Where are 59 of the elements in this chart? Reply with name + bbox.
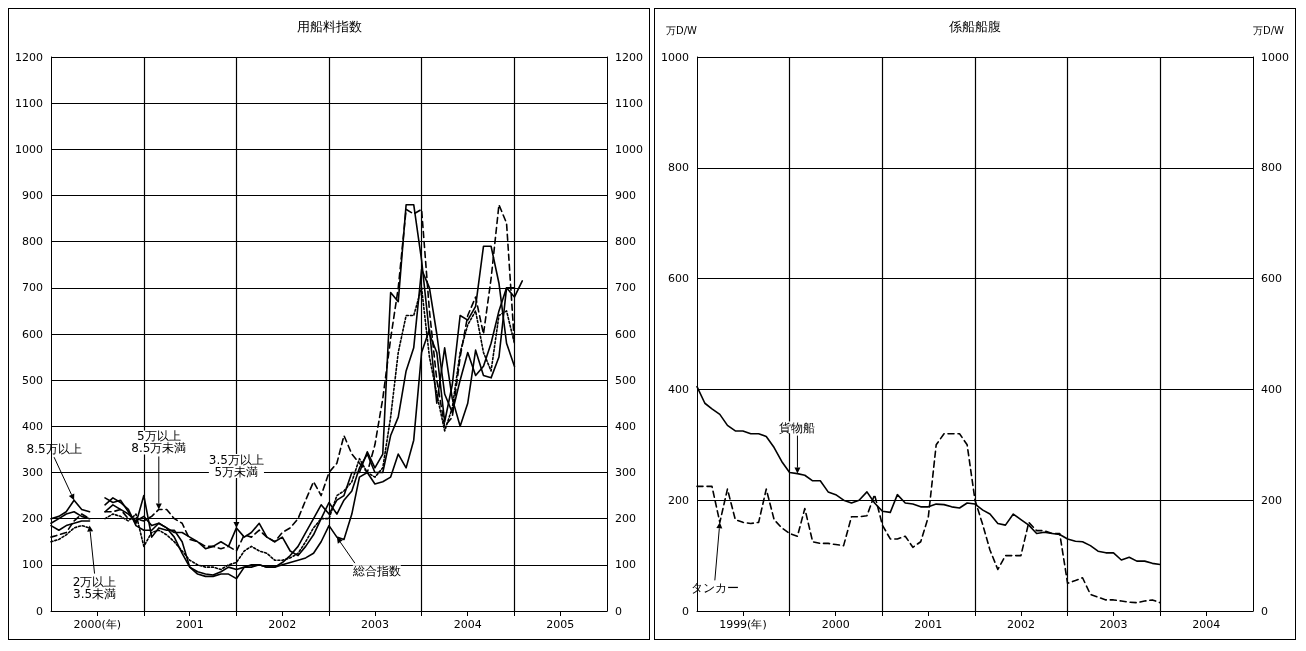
y-tick-label: 800 <box>668 161 689 175</box>
chart-title: 用船料指数 <box>296 19 362 34</box>
y2-tick-label: 700 <box>615 281 636 295</box>
annotation: 貨物船 <box>779 420 816 435</box>
y2-tick-label: 900 <box>615 189 636 202</box>
y-tick-label: 1000 <box>15 142 43 156</box>
annotation: 5万以上 8.5万未満 <box>131 429 187 456</box>
y-tick-label: 600 <box>22 327 43 341</box>
x-tick-label: 2000 <box>821 618 850 631</box>
x-tick-label: 1999(年) <box>719 618 767 631</box>
y2-tick-label: 300 <box>615 466 636 479</box>
y-tick-label: 400 <box>668 382 689 396</box>
y2-tick-label: 200 <box>1261 493 1282 507</box>
y-tick-label: 1000 <box>661 50 689 64</box>
x-tick-label: 2001 <box>914 618 943 631</box>
x-tick-label: 2002 <box>268 618 297 631</box>
y2-tick-label: 400 <box>1261 382 1282 396</box>
y-tick-label: 600 <box>668 272 689 286</box>
y2-tick-label: 800 <box>615 235 636 249</box>
x-tick-label: 2003 <box>360 618 389 631</box>
y-tick-label: 500 <box>22 373 43 387</box>
y-tick-label: 400 <box>22 419 43 433</box>
y-tick-label: 0 <box>36 604 43 618</box>
annotation: 3.5万以上 5万未満 <box>208 452 264 479</box>
x-tick-label: 2004 <box>1192 618 1221 631</box>
y-tick-label: 200 <box>22 512 43 526</box>
y2-tick-label: 1000 <box>1261 50 1289 64</box>
y-tick-label: 800 <box>22 235 43 249</box>
y2-tick-label: 1100 <box>615 96 643 110</box>
y2-tick-label: 800 <box>1261 161 1282 175</box>
y-tick-label: 100 <box>22 558 43 572</box>
y-tick-label: 900 <box>22 189 43 202</box>
y2-tick-label: 100 <box>615 558 636 572</box>
y2-tick-label: 200 <box>615 512 636 526</box>
y2-tick-label: 600 <box>1261 272 1282 286</box>
x-tick-label: 2000(年) <box>73 618 121 631</box>
y-tick-label: 700 <box>22 281 43 295</box>
y-tick-label: 1100 <box>15 96 43 110</box>
y2-tick-label: 600 <box>615 327 636 341</box>
x-tick-label: 2001 <box>175 618 204 631</box>
annotation: 総合指数 <box>351 564 401 579</box>
y-tick-label: 300 <box>22 466 43 479</box>
x-tick-label: 2004 <box>453 618 482 631</box>
y-tick-label: 200 <box>668 493 689 507</box>
y-tick-label: 1200 <box>15 50 43 64</box>
x-tick-label: 2005 <box>546 618 575 631</box>
y2-tick-label: 400 <box>615 419 636 433</box>
y2-tick-label: 0 <box>1261 604 1268 618</box>
x-tick-label: 2002 <box>1006 618 1035 631</box>
y2-tick-label: 0 <box>615 604 622 618</box>
y2-tick-label: 1000 <box>615 142 643 156</box>
y2-axis-title: 万D/W <box>1253 24 1285 36</box>
y2-tick-label: 500 <box>615 373 636 387</box>
y-axis-title: 万D/W <box>666 24 698 36</box>
annotation: 2万以上 3.5未満 <box>72 574 117 601</box>
x-tick-label: 2003 <box>1099 618 1128 631</box>
chart-title: 係船船腹 <box>948 19 1001 34</box>
y-tick-label: 0 <box>682 604 689 618</box>
y2-tick-label: 1200 <box>615 50 643 64</box>
